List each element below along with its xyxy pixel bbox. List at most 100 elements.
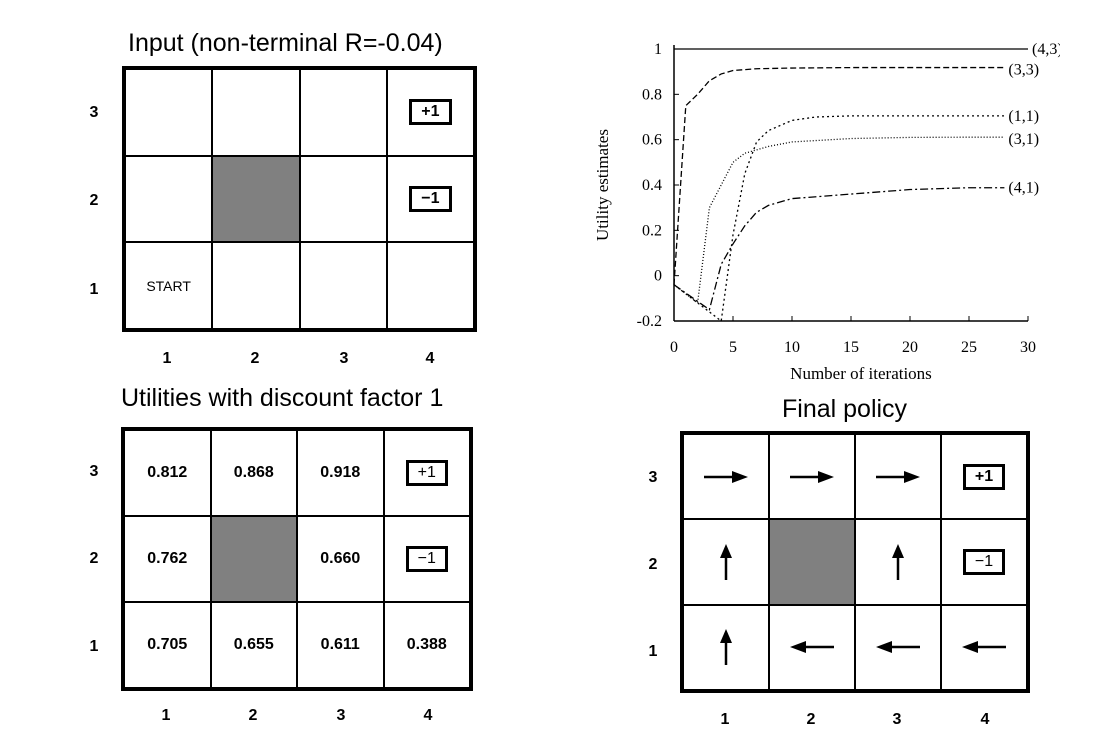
col-label: 3 xyxy=(336,707,346,724)
policy-cell xyxy=(769,604,855,690)
utility-value: 0.388 xyxy=(383,602,470,688)
x-tick-label: 15 xyxy=(843,339,859,356)
row-label: 2 xyxy=(89,192,99,209)
plus-one-terminal: +1 xyxy=(409,99,452,126)
x-tick-label: 30 xyxy=(1020,339,1036,356)
col-label: 1 xyxy=(161,707,171,724)
policy-cell xyxy=(769,434,855,520)
policy-panel-title: Final policy xyxy=(782,395,908,423)
input-cell-4-3: +1 xyxy=(386,69,474,156)
input-cell-1-2 xyxy=(125,155,213,243)
minus-one-terminal: −1 xyxy=(962,548,1006,575)
row-label: 3 xyxy=(648,469,658,486)
policy-cell xyxy=(941,604,1027,690)
series-line xyxy=(673,136,1005,305)
wall-cell xyxy=(769,519,855,605)
row-label: 2 xyxy=(89,550,99,567)
col-label: 4 xyxy=(980,711,990,728)
up-arrow-icon xyxy=(892,543,904,580)
x-tick-label: 0 xyxy=(670,339,678,356)
input-cell-4-2: −1 xyxy=(386,155,474,243)
series-line xyxy=(673,115,1005,323)
col-label: 1 xyxy=(162,350,172,367)
utility-value: 0.868 xyxy=(210,430,297,516)
y-tick-label: 0.4 xyxy=(642,177,662,194)
series-label: (4,1) xyxy=(1008,180,1039,197)
x-tick-label: 20 xyxy=(902,339,918,356)
input-cell-2-3 xyxy=(212,69,300,156)
y-tick-label: 0 xyxy=(654,268,662,285)
input-cell-2-1 xyxy=(212,242,300,329)
policy-cell-4-2: −1 xyxy=(941,519,1027,605)
x-axis-label: Number of iterations xyxy=(790,364,932,383)
series-label: (4,3) xyxy=(1032,41,1060,58)
col-label: 4 xyxy=(423,707,433,724)
utility-value: 0.611 xyxy=(297,602,384,688)
left-arrow-icon xyxy=(790,641,834,654)
right-arrow-icon xyxy=(790,470,834,483)
col-label: 2 xyxy=(248,707,258,724)
utilities-grid: 0.812 0.868 0.918 +1 0.762 0.660 −1 0.70… xyxy=(121,427,473,691)
up-arrow-icon xyxy=(720,543,732,580)
series-line xyxy=(673,187,1005,311)
right-arrow-icon xyxy=(876,470,920,483)
x-tick-label: 5 xyxy=(729,339,737,356)
row-label: 3 xyxy=(89,463,99,480)
x-tick-label: 10 xyxy=(784,339,800,356)
left-arrow-icon xyxy=(962,641,1006,654)
row-label: 1 xyxy=(648,643,658,660)
utility-value: 0.655 xyxy=(210,602,297,688)
col-label: 4 xyxy=(425,350,435,367)
minus-one-terminal: −1 xyxy=(409,185,452,212)
row-label: 3 xyxy=(89,104,99,121)
utility-value: 0.762 xyxy=(124,516,211,602)
series-label: (3,3) xyxy=(1008,62,1039,79)
row-label: 1 xyxy=(89,281,99,298)
utility-value: 0.705 xyxy=(124,602,211,688)
start-cell: START xyxy=(125,242,213,329)
input-grid: +1 −1 START xyxy=(122,66,477,332)
utilities-cell-4-2: −1 xyxy=(383,516,470,602)
y-tick-label: 1 xyxy=(654,41,662,58)
input-cell-3-1 xyxy=(299,242,387,329)
policy-cell xyxy=(683,519,769,605)
input-cell-4-1 xyxy=(386,242,474,329)
wall-cell xyxy=(212,155,300,243)
plus-one-terminal: +1 xyxy=(405,460,448,486)
policy-cell xyxy=(855,434,941,520)
plus-one-terminal: +1 xyxy=(962,463,1006,490)
row-label: 1 xyxy=(89,638,99,655)
minus-one-terminal: −1 xyxy=(405,546,448,572)
utilities-cell-4-3: +1 xyxy=(383,430,470,516)
col-label: 1 xyxy=(720,711,730,728)
utility-value: 0.812 xyxy=(124,430,211,516)
input-panel-title: Input (non-terminal R=-0.04) xyxy=(128,29,443,57)
y-tick-label: 0.6 xyxy=(642,132,662,149)
y-tick-label: 0.2 xyxy=(642,222,662,239)
input-cell-3-2 xyxy=(299,155,387,243)
policy-grid: +1 −1 xyxy=(680,431,1030,693)
left-arrow-icon xyxy=(876,641,920,654)
utility-value: 0.660 xyxy=(297,516,384,602)
col-label: 3 xyxy=(892,711,902,728)
wall-cell xyxy=(210,516,297,602)
y-tick-label: -0.2 xyxy=(637,313,662,330)
up-arrow-icon xyxy=(720,629,732,666)
series-line xyxy=(673,66,1005,285)
policy-cell xyxy=(683,604,769,690)
row-label: 2 xyxy=(648,556,658,573)
x-tick-label: 25 xyxy=(961,339,977,356)
input-cell-1-3 xyxy=(125,69,213,156)
col-label: 2 xyxy=(250,350,260,367)
policy-cell xyxy=(855,519,941,605)
series-label: (3,1) xyxy=(1008,131,1039,148)
y-tick-label: 0.8 xyxy=(642,86,662,103)
input-cell-3-3 xyxy=(299,69,387,156)
utilities-panel-title: Utilities with discount factor 1 xyxy=(121,384,444,412)
start-label: START xyxy=(146,277,191,294)
col-label: 2 xyxy=(806,711,816,728)
policy-cell xyxy=(683,434,769,520)
policy-cell-4-3: +1 xyxy=(941,434,1027,520)
col-label: 3 xyxy=(339,350,349,367)
